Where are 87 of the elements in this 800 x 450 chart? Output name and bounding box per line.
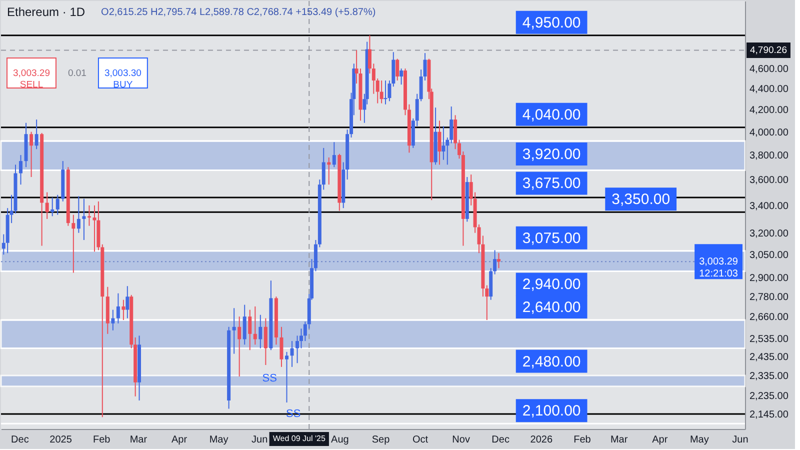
ref-line-label: 3,920.00 [522, 146, 581, 163]
candlestick [19, 154, 22, 186]
candlestick [384, 80, 388, 105]
x-tick-label: May [690, 434, 709, 446]
candlestick [92, 204, 96, 252]
x-tick-label: Oct [412, 434, 428, 446]
annotation: 3,003.30 BUY [104, 68, 142, 90]
x-tick-label: Dec [11, 434, 29, 446]
y-tick-label: 2,535.00 [750, 334, 789, 345]
candlestick [253, 306, 257, 346]
x-tick-label: Feb [92, 434, 111, 446]
y-tick-label: 2,780.00 [750, 292, 789, 304]
y-tick-label: 2,435.00 [750, 352, 789, 364]
candlestick [242, 304, 246, 346]
candlestick [238, 316, 242, 378]
candlestick [30, 131, 34, 178]
candlestick [285, 351, 288, 404]
ref-line-label: Wed 09 Jul '25 [272, 434, 326, 443]
x-tick-label: Aug [331, 434, 349, 446]
y-tick-label: 4,600.00 [750, 64, 789, 76]
candlestick [332, 142, 336, 168]
ref-line-label: 3,675.00 [522, 175, 581, 192]
y-tick-label: 3,400.00 [750, 200, 789, 212]
ref-line-label: 3,350.00 [612, 191, 670, 208]
candlestick [111, 309, 115, 331]
x-tick-label: Apr [171, 434, 188, 446]
annotation: SS [262, 372, 277, 384]
y-tick-label: 2,235.00 [750, 390, 789, 402]
x-tick-label: Sep [372, 434, 390, 446]
ref-line-label: 2,640.00 [522, 298, 581, 316]
candlestick [248, 309, 252, 351]
candlestick [396, 58, 400, 82]
y-tick-label: 2,660.00 [750, 312, 789, 324]
candlestick [82, 198, 86, 240]
y-tick-label: 4,000.00 [750, 127, 789, 138]
candlestick [45, 192, 49, 220]
annotation: 0.01 [68, 68, 86, 79]
y-tick-label: 4,200.00 [750, 105, 789, 116]
y-tick-label: 3,050.00 [750, 250, 789, 262]
annotation: 3,003.29 SELL [12, 68, 50, 90]
x-tick-label: Mar [610, 434, 628, 446]
candlestick [497, 252, 501, 269]
x-tick-label: 2026 [530, 434, 553, 446]
y-tick-label: 4,400.00 [750, 84, 789, 96]
ref-line-label: 2,480.00 [522, 353, 581, 370]
candlestick [258, 314, 262, 349]
candlestick [126, 286, 130, 319]
y-tick-label: 2,145.00 [750, 409, 789, 420]
x-tick-label: Mar [130, 434, 148, 446]
y-tick-label: 3,600.00 [750, 175, 789, 186]
x-tick-label: Feb [574, 434, 592, 446]
ref-line-label: 4,950.00 [522, 14, 581, 32]
x-tick-label: Apr [652, 434, 668, 446]
candlestick [442, 126, 446, 160]
ref-line-label: 4,040.00 [522, 106, 581, 124]
x-tick-label: Dec [492, 434, 510, 446]
candlestick [380, 80, 384, 104]
candlestick [122, 299, 126, 320]
candlestick [280, 326, 284, 368]
chart-title: Ethereum · 1D [7, 5, 86, 19]
candlestick [264, 318, 268, 366]
x-tick-label: May [209, 434, 228, 446]
candlestick [116, 292, 120, 324]
candlestick [438, 120, 442, 166]
candlestick [232, 308, 236, 354]
x-tick-label: Nov [452, 434, 470, 446]
candlestick [50, 196, 54, 217]
y-tick-label: 3,800.00 [750, 150, 789, 162]
text: O2,615.25 H2,795.74 L2,589.78 C2,768.74 +153.49 (+5.87%) [101, 7, 376, 18]
x-tick-label: Jun [732, 434, 748, 446]
candlestick [290, 340, 294, 368]
x-tick-label: 2025 [50, 434, 72, 446]
ref-line-label: 3,003.29 12:21:03 [699, 256, 738, 280]
candlestick [34, 119, 38, 150]
candlestick [400, 68, 404, 86]
candlestick [72, 214, 76, 274]
y-tick-label: 2,900.00 [750, 272, 789, 284]
candlestick [87, 204, 91, 226]
x-tick-label: Jun [252, 434, 268, 446]
y-tick-label: 2,335.00 [750, 371, 789, 382]
ref-line-label: 3,075.00 [522, 230, 581, 247]
ref-line-label: 4,790.26 [750, 45, 787, 56]
candlestick [76, 196, 80, 234]
y-tick-label: 3,200.00 [750, 228, 789, 240]
candlestick [56, 194, 60, 216]
ref-line-label: 2,940.00 [522, 276, 581, 294]
ref-line-label: 2,100.00 [522, 402, 581, 420]
